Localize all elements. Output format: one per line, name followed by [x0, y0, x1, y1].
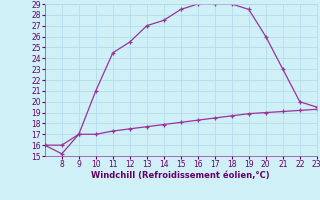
X-axis label: Windchill (Refroidissement éolien,°C): Windchill (Refroidissement éolien,°C)	[92, 171, 270, 180]
